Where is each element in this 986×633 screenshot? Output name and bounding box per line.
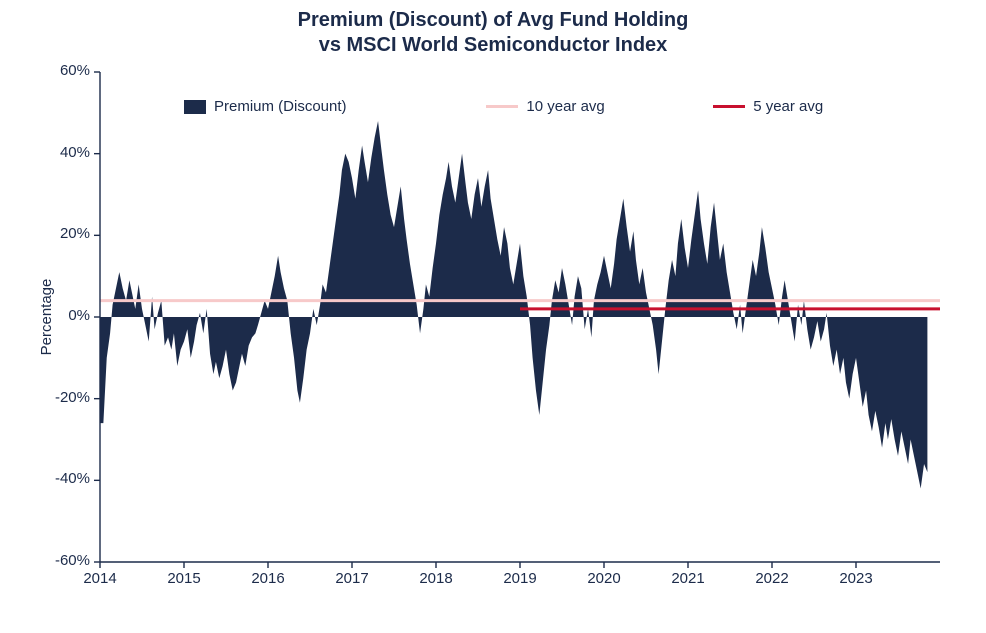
x-tick-label: 2019 <box>490 570 550 587</box>
y-tick-label: 0% <box>30 307 90 324</box>
y-tick-label: 40% <box>30 144 90 161</box>
legend-item: Premium (Discount) <box>184 98 347 115</box>
legend-line <box>486 105 518 108</box>
legend-label: Premium (Discount) <box>214 98 347 115</box>
chart-title: Premium (Discount) of Avg Fund Holding v… <box>0 8 986 58</box>
x-tick-label: 2023 <box>826 570 886 587</box>
legend-swatch <box>184 100 206 114</box>
x-tick-label: 2014 <box>70 570 130 587</box>
y-tick-label: -20% <box>30 389 90 406</box>
chart-title-line2: vs MSCI World Semiconductor Index <box>319 34 668 56</box>
x-tick-label: 2018 <box>406 570 466 587</box>
plot-area <box>100 72 940 562</box>
x-tick-label: 2022 <box>742 570 802 587</box>
x-tick-label: 2015 <box>154 570 214 587</box>
y-tick-label: -40% <box>30 470 90 487</box>
chart-svg <box>100 72 940 562</box>
legend-label: 10 year avg <box>526 98 604 115</box>
y-tick-label: 20% <box>30 225 90 242</box>
y-tick-label: -60% <box>30 552 90 569</box>
chart-title-line1: Premium (Discount) of Avg Fund Holding <box>298 9 689 31</box>
x-tick-label: 2021 <box>658 570 718 587</box>
y-tick-label: 60% <box>30 62 90 79</box>
chart-container: Premium (Discount) of Avg Fund Holding v… <box>0 0 986 633</box>
legend-item: 10 year avg <box>486 98 604 115</box>
x-tick-label: 2016 <box>238 570 298 587</box>
legend-label: 5 year avg <box>753 98 823 115</box>
legend-item: 5 year avg <box>713 98 823 115</box>
x-tick-label: 2020 <box>574 570 634 587</box>
x-tick-label: 2017 <box>322 570 382 587</box>
legend-line <box>713 105 745 108</box>
series-area <box>100 121 927 489</box>
